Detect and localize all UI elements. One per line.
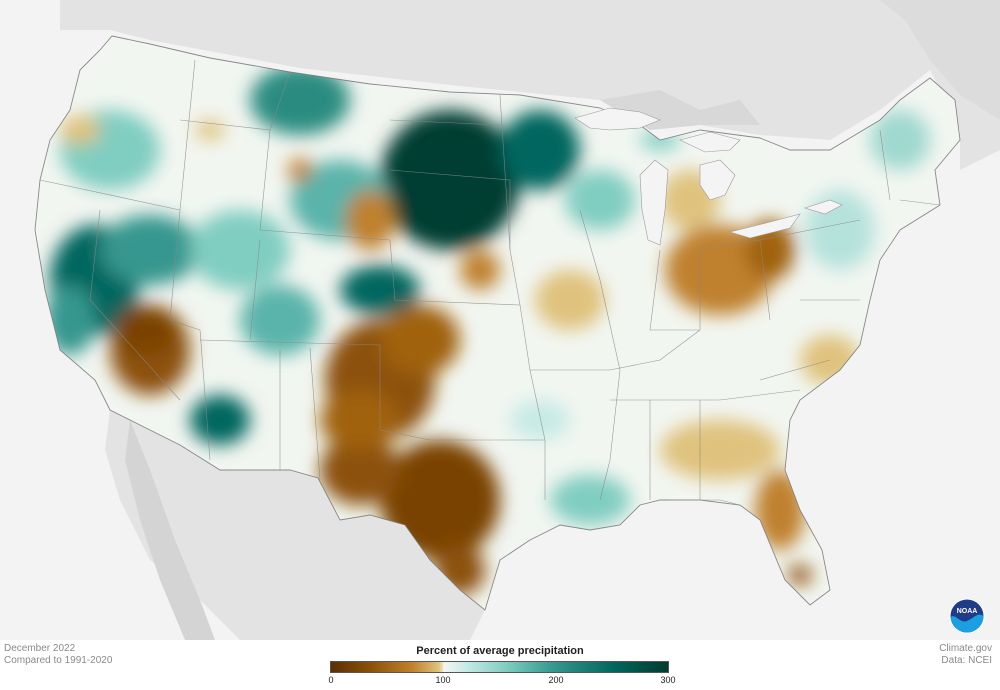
credits: Climate.gov Data: NCEI xyxy=(939,643,992,667)
legend-tick-100: 100 xyxy=(435,675,451,685)
great-lakes xyxy=(574,107,843,246)
precipitation-map xyxy=(34,0,1000,640)
period-label: December 2022 xyxy=(4,643,76,654)
source-site: Climate.gov xyxy=(939,643,992,654)
map-canvas xyxy=(34,0,1000,640)
noaa-logo-text: NOAA xyxy=(957,608,978,615)
legend-tick-300: 300 xyxy=(660,675,676,685)
neighboring-land xyxy=(60,0,1000,640)
legend-color-bar xyxy=(330,661,669,673)
map-meta: December 2022 Compared to 1991-2020 xyxy=(4,643,112,667)
state-borders xyxy=(34,35,961,611)
map-footer: December 2022 Compared to 1991-2020 Perc… xyxy=(0,640,1000,690)
data-source: Data: NCEI xyxy=(941,655,992,666)
baseline-label: Compared to 1991-2020 xyxy=(4,655,113,666)
legend-tick-200: 200 xyxy=(548,675,564,685)
legend-title: Percent of average precipitation xyxy=(416,645,584,657)
legend-tick-0: 0 xyxy=(328,675,334,685)
noaa-logo-icon: NOAA xyxy=(949,598,985,634)
